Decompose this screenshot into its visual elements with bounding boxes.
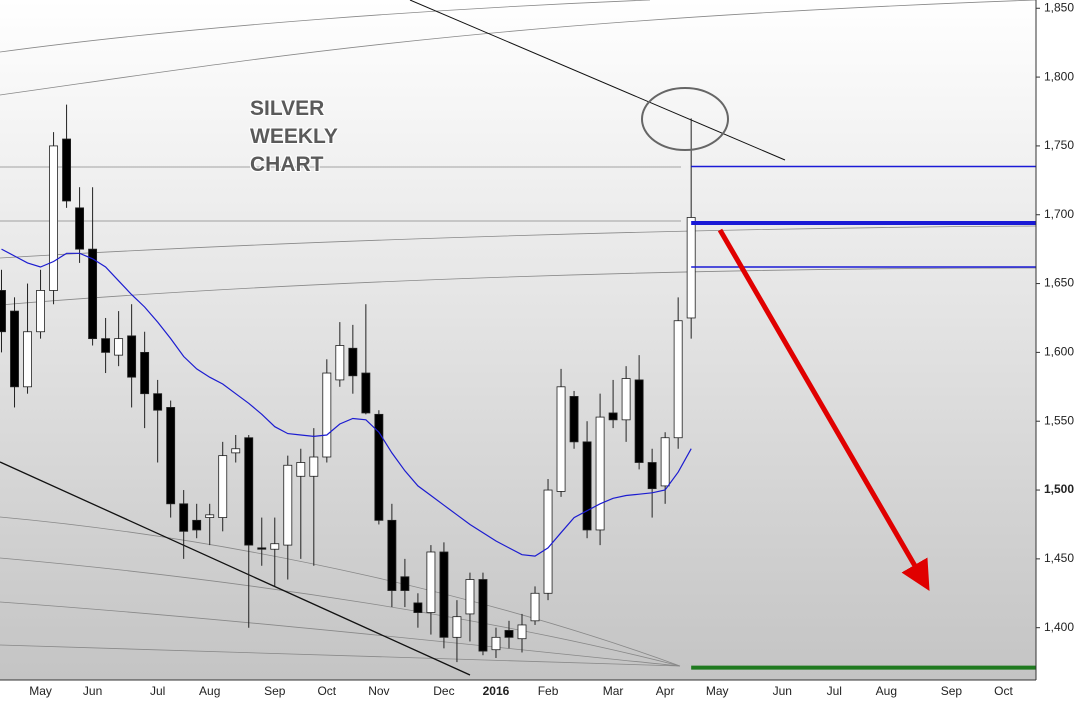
y-tick-label: 1,800 <box>1044 69 1074 83</box>
candle-body <box>530 592 540 622</box>
fan-lines <box>0 0 1037 667</box>
candle-body <box>127 335 137 378</box>
chart-title: SILVER WEEKLY CHART <box>250 97 338 176</box>
x-tick-label: Mar <box>603 684 624 698</box>
fan-line <box>0 557 681 667</box>
fan-line <box>0 0 651 53</box>
y-tick-label: 1,400 <box>1044 620 1074 634</box>
y-tick-label: 1,550 <box>1044 413 1074 427</box>
candle-body <box>101 338 111 353</box>
candle-body <box>569 396 579 443</box>
candle-body <box>114 338 124 356</box>
candle-body <box>426 551 436 613</box>
x-tick-label: Jun <box>83 684 102 698</box>
candle-body <box>166 407 176 505</box>
x-tick-label: Oct <box>317 684 336 698</box>
y-tick-label: 1,650 <box>1044 276 1074 290</box>
candle-body <box>218 455 228 518</box>
y-tick-label: 1,500 <box>1044 482 1074 496</box>
x-axis-strip <box>0 680 1036 704</box>
candle-body <box>504 630 514 638</box>
candle-body <box>556 386 566 492</box>
candle-body <box>413 602 423 613</box>
candle-body <box>478 579 488 652</box>
candle-body <box>36 290 45 333</box>
x-tick-label: Dec <box>433 684 454 698</box>
candle-body <box>660 437 670 487</box>
fan-line <box>0 267 1037 306</box>
candle-body <box>361 372 371 414</box>
x-tick-label: 2016 <box>483 684 510 698</box>
candle-body <box>23 331 32 388</box>
x-tick-label: Aug <box>876 684 897 698</box>
y-tick-label: 1,850 <box>1044 0 1074 14</box>
y-tick-label: 1,750 <box>1044 138 1074 152</box>
candle-body <box>582 441 592 531</box>
highlight-ellipse <box>641 87 729 151</box>
candle-body <box>374 413 384 521</box>
x-tick-label: Jul <box>827 684 842 698</box>
candle-body <box>75 207 85 250</box>
candle-body <box>543 489 553 594</box>
trend-line <box>0 461 471 676</box>
candle-body <box>387 519 397 591</box>
x-tick-label: Sep <box>264 684 286 698</box>
moving-average-line <box>1 248 692 557</box>
candle-body <box>62 138 72 202</box>
candle-body <box>439 551 449 638</box>
x-tick-label: Apr <box>656 684 675 698</box>
candle-body <box>49 145 58 291</box>
y-tick-label: 1,700 <box>1044 207 1074 221</box>
fan-line <box>0 225 1037 259</box>
marks <box>0 104 1036 670</box>
candle-body <box>231 448 241 454</box>
y-tick-label: 1,450 <box>1044 551 1074 565</box>
candle-body <box>673 320 683 439</box>
x-tick-label: May <box>706 684 729 698</box>
down-arrow <box>717 228 930 591</box>
candle-body <box>621 378 631 421</box>
candle-body <box>179 503 189 532</box>
candle-body <box>283 464 293 546</box>
candle-body <box>205 514 215 518</box>
candle-body <box>348 347 358 377</box>
candle-body <box>270 543 280 550</box>
candle-body <box>517 624 527 640</box>
candle-body <box>153 393 163 411</box>
x-tick-label: Oct <box>994 684 1013 698</box>
plot-background <box>0 0 1036 680</box>
candle-body <box>88 248 98 340</box>
fan-line <box>0 516 681 667</box>
candle-body <box>647 462 657 490</box>
candle-body <box>257 547 267 550</box>
candle-body <box>244 437 254 546</box>
candle-body <box>140 351 150 395</box>
candle-body <box>296 462 306 477</box>
candle-body <box>322 372 332 458</box>
candle-body <box>309 456 319 477</box>
candle-body <box>465 579 475 615</box>
candle-body <box>335 345 345 381</box>
fan-line <box>0 0 1037 96</box>
candle-body <box>491 636 501 651</box>
candle-body <box>634 379 644 463</box>
candle-body <box>452 616 462 638</box>
x-tick-label: Jul <box>150 684 165 698</box>
candle-body <box>10 310 19 388</box>
x-tick-label: Feb <box>538 684 559 698</box>
y-tick-label: 1,600 <box>1044 345 1074 359</box>
candle-body <box>400 576 410 591</box>
fan-line <box>0 601 681 667</box>
candle-body <box>192 519 202 531</box>
candle-body <box>595 416 605 531</box>
x-tick-label: Jun <box>773 684 792 698</box>
x-tick-label: Aug <box>199 684 220 698</box>
candle-body <box>0 290 6 333</box>
x-tick-label: Sep <box>941 684 963 698</box>
x-tick-label: May <box>29 684 52 698</box>
candle-body <box>608 412 618 421</box>
x-tick-label: Nov <box>368 684 389 698</box>
